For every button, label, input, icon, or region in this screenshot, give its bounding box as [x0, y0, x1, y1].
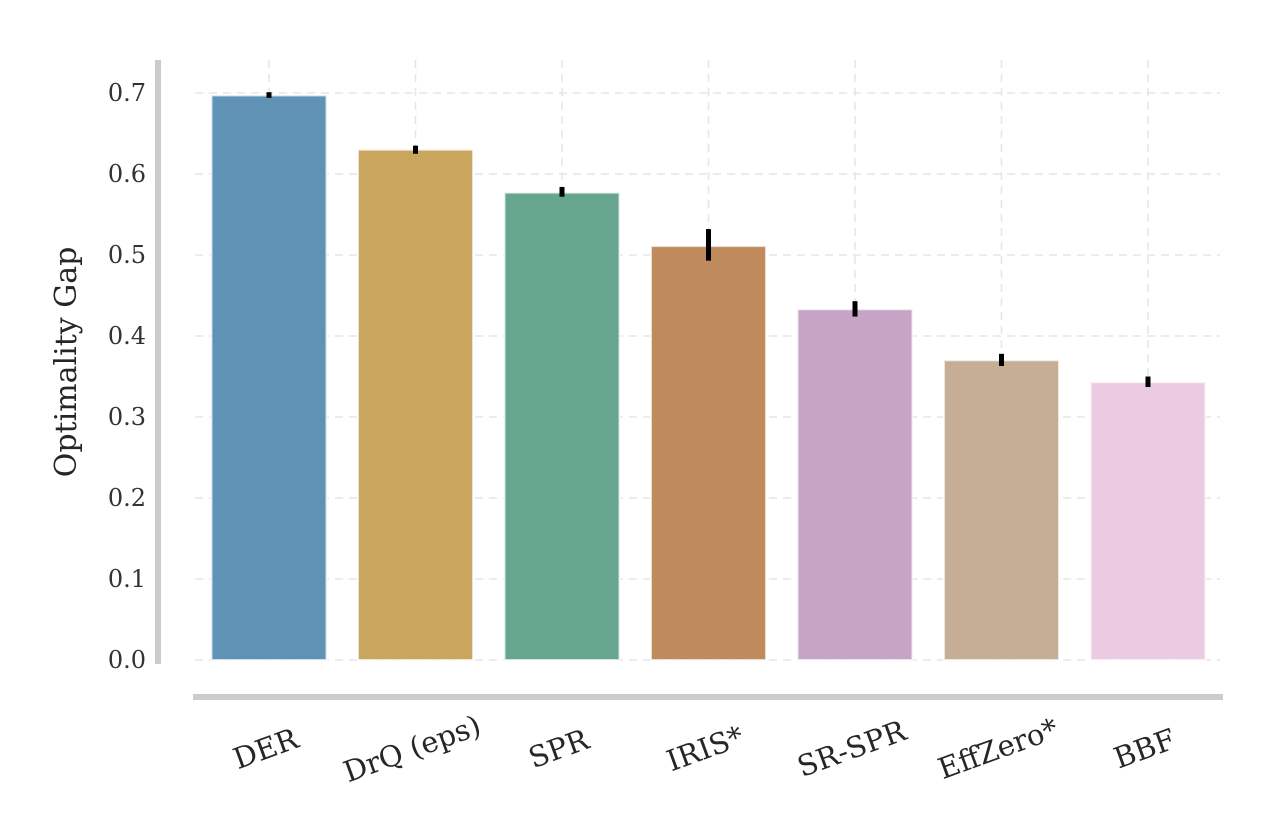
x-tick-label: DrQ (eps) — [339, 708, 485, 789]
x-tick-label: EffZero* — [934, 711, 1063, 786]
x-tick-label: SR-SPR — [793, 713, 912, 784]
bar-bbf — [1089, 381, 1207, 661]
x-tick-label: SPR — [524, 722, 594, 775]
error-bar-layer — [266, 92, 1151, 388]
y-tick-labels: 0.0 0.1 0.2 0.3 0.4 0.5 0.6 0.7 — [108, 79, 146, 674]
bar-sr-spr — [796, 308, 914, 661]
x-tick-label: DER — [229, 721, 304, 776]
y-tick-label: 0.3 — [108, 403, 146, 431]
bar-layer — [210, 94, 1207, 662]
bar-effzero — [943, 359, 1060, 661]
x-tick-labels: DER DrQ (eps) SPR IRIS* SR-SPR EffZero* BBF — [229, 708, 1180, 789]
x-tick-label: BBF — [1109, 722, 1180, 775]
bar-spr — [503, 191, 621, 661]
y-tick-label: 0.7 — [108, 79, 146, 107]
y-tick-label: 0.4 — [108, 322, 146, 350]
bar-iris — [650, 245, 767, 661]
y-tick-label: 0.1 — [108, 565, 146, 593]
x-tick-label: IRIS* — [662, 719, 748, 778]
y-tick-label: 0.5 — [108, 241, 146, 269]
y-tick-label: 0.6 — [108, 160, 146, 188]
y-tick-label: 0.2 — [108, 484, 146, 512]
y-tick-label: 0.0 — [108, 646, 146, 674]
y-axis-title: Optimality Gap — [49, 247, 84, 478]
bar-drq-eps — [357, 148, 474, 661]
bar-der — [210, 94, 328, 662]
